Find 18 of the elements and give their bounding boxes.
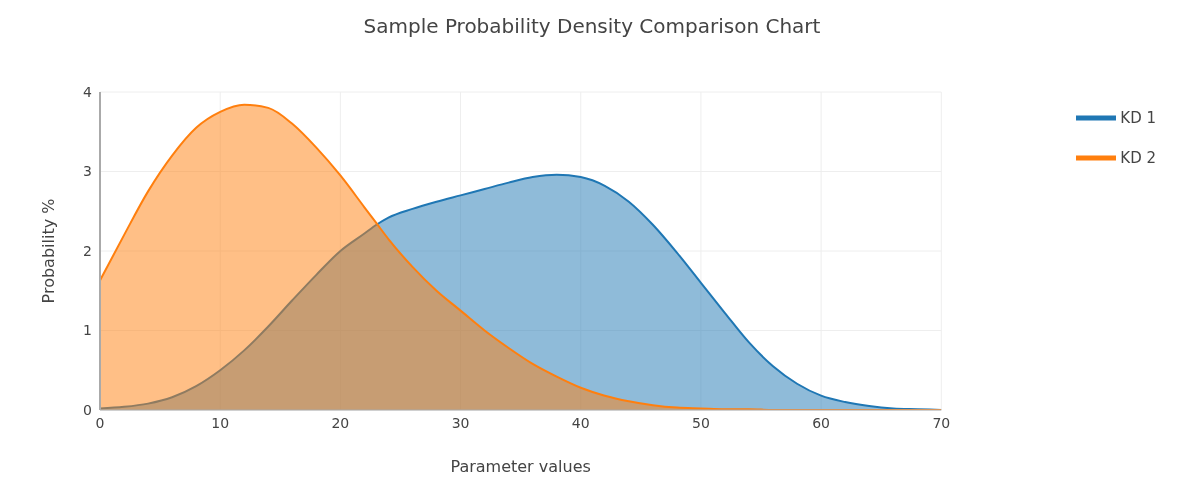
y-tick-label: 0 bbox=[83, 401, 92, 418]
y-axis-title: Probability % bbox=[38, 198, 58, 304]
chart-title: Sample Probability Density Comparison Chart bbox=[362, 14, 822, 38]
legend-label: KD 2 bbox=[1120, 148, 1156, 167]
x-tick-label: 60 bbox=[812, 414, 831, 431]
x-tick-label: 0 bbox=[95, 414, 105, 431]
x-tick-label: 30 bbox=[451, 414, 470, 431]
x-tick-label: 10 bbox=[211, 414, 230, 431]
x-tick-label: 50 bbox=[692, 414, 710, 431]
legend-label: KD 1 bbox=[1120, 108, 1156, 127]
y-tick-label: 1 bbox=[83, 322, 92, 339]
y-tick-label: 4 bbox=[83, 83, 93, 100]
x-axis-title: Parameter values bbox=[450, 457, 591, 476]
x-tick-label: 40 bbox=[571, 414, 590, 431]
x-tick-label: 20 bbox=[331, 414, 350, 431]
y-tick-label: 2 bbox=[83, 242, 92, 259]
x-tick-label: 70 bbox=[932, 414, 951, 431]
y-tick-label: 3 bbox=[83, 163, 92, 180]
